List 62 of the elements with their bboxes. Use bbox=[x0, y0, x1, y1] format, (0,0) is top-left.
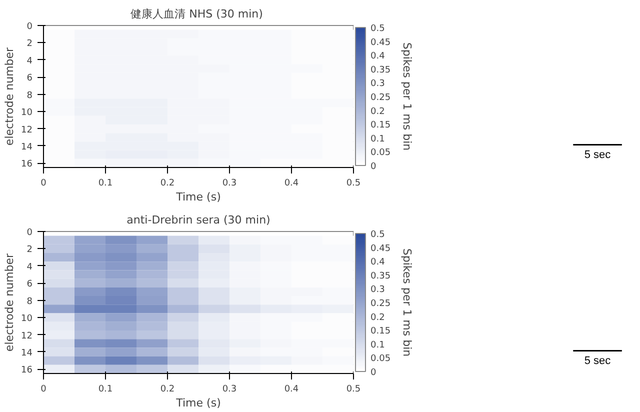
y-axis-title: electrode number bbox=[3, 46, 16, 146]
y-tick-label: 14 bbox=[21, 348, 33, 358]
y-tick-label: 14 bbox=[21, 142, 33, 152]
y-tick-label: 2 bbox=[26, 245, 33, 256]
color-bar-label: 0.3 bbox=[370, 285, 385, 296]
x-tick-label: 0 bbox=[40, 178, 47, 188]
color-bar-label: 0.5 bbox=[370, 230, 385, 240]
y-tick-label: 12 bbox=[21, 331, 32, 342]
color-bar-label: 0.4 bbox=[370, 52, 386, 62]
x-tick-label: 0.3 bbox=[222, 178, 237, 188]
color-bar-label: 0.35 bbox=[370, 271, 391, 282]
color-bar-label: 0.2 bbox=[370, 106, 385, 117]
color-bar-label: 0.25 bbox=[370, 93, 391, 103]
x-tick-label: 0.2 bbox=[160, 178, 175, 188]
color-bar-label: 0.15 bbox=[370, 326, 391, 337]
y-tick-label: 0 bbox=[26, 22, 33, 32]
color-bar-title: Spikes per 1 ms bin bbox=[400, 248, 414, 357]
y-tick-label: 10 bbox=[21, 314, 33, 324]
color-bar-label: 0.4 bbox=[370, 258, 386, 268]
y-tick-label: 0 bbox=[26, 228, 33, 238]
x-tick-label: 0 bbox=[40, 384, 47, 394]
color-bar-label: 0 bbox=[370, 368, 376, 378]
color-bar-label: 0.45 bbox=[370, 38, 391, 48]
y-tick-label: 12 bbox=[21, 125, 32, 136]
y-tick-label: 10 bbox=[21, 108, 33, 118]
x-axis-title: Time (s) bbox=[175, 396, 221, 410]
text: 5 sec bbox=[584, 355, 612, 368]
x-tick-label: 0.5 bbox=[346, 178, 361, 188]
y-tick-label: 4 bbox=[26, 262, 33, 272]
y-tick-label: 2 bbox=[26, 39, 33, 50]
y-tick-label: 16 bbox=[21, 160, 33, 170]
y-axis-title: electrode number bbox=[3, 252, 16, 352]
y-tick-label: 6 bbox=[26, 280, 33, 290]
color-bar-label: 0.05 bbox=[370, 148, 391, 158]
x-tick-label: 0.5 bbox=[346, 384, 361, 394]
x-tick-label: 0.1 bbox=[98, 178, 113, 188]
chart-title: anti-Drebrin sera (30 min) bbox=[126, 214, 270, 226]
x-tick-label: 0.4 bbox=[284, 178, 299, 188]
y-tick-label: 16 bbox=[21, 366, 33, 376]
color-bar-label: 0.15 bbox=[370, 120, 391, 131]
x-tick-label: 0.3 bbox=[222, 384, 237, 394]
y-tick-label: 6 bbox=[26, 74, 33, 84]
y-tick-label: 8 bbox=[26, 296, 33, 307]
color-bar-label: 0.1 bbox=[370, 340, 385, 350]
x-axis-title: Time (s) bbox=[175, 190, 221, 204]
x-tick-label: 0.1 bbox=[98, 384, 113, 394]
color-bar-label: 0.05 bbox=[370, 354, 391, 364]
chart-title: 健康人血清 NHS (30 min) bbox=[130, 8, 263, 20]
color-bar-title: Spikes per 1 ms bin bbox=[400, 42, 414, 151]
color-bar-label: 0.35 bbox=[370, 65, 391, 76]
color-bar-label: 0.45 bbox=[370, 244, 391, 254]
y-tick-label: 4 bbox=[26, 56, 33, 66]
color-bar-label: 0.1 bbox=[370, 134, 385, 144]
x-tick-label: 0.4 bbox=[284, 384, 299, 394]
color-bar-label: 0 bbox=[370, 162, 376, 172]
y-tick-label: 8 bbox=[26, 90, 33, 101]
color-bar-label: 0.25 bbox=[370, 299, 391, 309]
color-bar-label: 0.3 bbox=[370, 79, 385, 90]
color-bar-label: 0.2 bbox=[370, 312, 385, 323]
color-bar-label: 0.5 bbox=[370, 24, 385, 34]
x-tick-label: 0.2 bbox=[160, 384, 175, 394]
text: 5 sec bbox=[584, 149, 612, 162]
